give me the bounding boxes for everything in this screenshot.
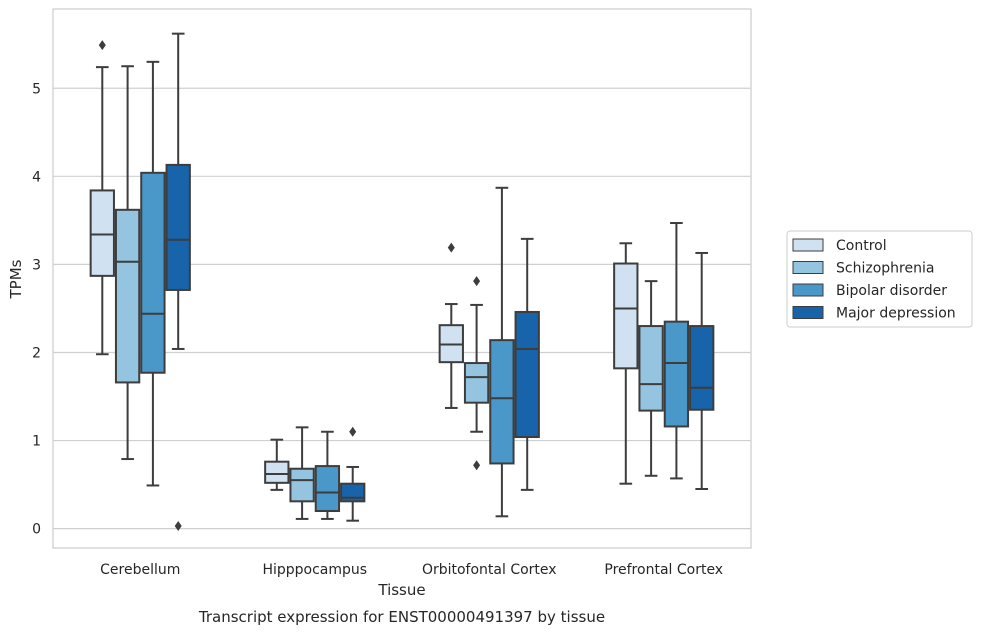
box-body	[89, 189, 115, 277]
y-tick-labels: 0 1 2 3 4 5	[32, 81, 41, 537]
box-bipolar-disorder	[140, 60, 166, 487]
figure-caption: Transcript expression for ENST0000049139…	[198, 608, 605, 626]
box-bipolar-disorder	[663, 222, 690, 480]
box-body	[663, 320, 690, 428]
box-body	[165, 163, 191, 291]
y-tick-label: 0	[32, 522, 41, 538]
y-tick-label: 2	[32, 345, 41, 361]
legend-item: Control	[792, 238, 887, 254]
legend-item: Major depression	[792, 306, 956, 322]
outlier-point	[98, 40, 106, 51]
legend-swatch	[792, 261, 824, 274]
box-body	[289, 467, 315, 503]
y-tick-label: 1	[32, 434, 41, 450]
box-series	[89, 32, 715, 531]
box-body	[463, 362, 490, 404]
x-tick-label: Hipppocampus	[262, 562, 367, 578]
x-tick-label: Prefrontal Cortex	[604, 562, 723, 578]
legend-swatch	[792, 283, 824, 297]
box-control	[438, 242, 464, 409]
y-tick-label: 5	[32, 81, 41, 97]
legend-label: Major depression	[836, 306, 956, 322]
box-control	[613, 242, 639, 485]
outlier-point	[473, 460, 481, 471]
legend-label: Schizophrenia	[836, 261, 934, 277]
box-major-depression	[165, 32, 191, 531]
y-tick-label: 4	[32, 169, 41, 185]
outlier-point	[447, 242, 455, 253]
y-tick-label: 3	[32, 257, 41, 273]
outlier-point	[473, 276, 481, 287]
legend: Control Schizophrenia Bipolar disorder Majo…	[786, 230, 973, 328]
box-body	[264, 460, 290, 484]
box-body	[613, 262, 639, 370]
box-major-depression	[514, 237, 540, 491]
legend-frame	[786, 230, 973, 328]
box-control	[264, 438, 290, 491]
box-bipolar-disorder	[489, 186, 515, 518]
legend-swatch	[792, 306, 824, 319]
legend-label: Bipolar disorder	[836, 283, 947, 299]
box-body	[140, 171, 166, 374]
legend-swatch	[792, 238, 824, 252]
box-major-depression	[340, 426, 366, 522]
plot-frame	[52, 8, 752, 549]
x-tick-label: Cerebellum	[100, 562, 180, 578]
box-body	[489, 339, 515, 465]
y-axis-label: TPMs	[7, 259, 25, 299]
box-control	[89, 40, 115, 356]
box-major-depression	[689, 251, 715, 490]
legend-label: Control	[836, 238, 887, 254]
x-axis-label: Tissue	[377, 581, 425, 599]
x-tick-labels: Cerebellum Hipppocampus Orbitofontal Corte…	[100, 562, 723, 578]
box-body	[114, 208, 141, 384]
box-schizophrenia	[289, 426, 315, 520]
box-schizophrenia	[114, 65, 141, 461]
box-body	[638, 325, 664, 412]
box-body	[314, 465, 341, 513]
box-body	[689, 325, 715, 411]
box-body	[514, 310, 540, 439]
outlier-point	[174, 520, 182, 531]
box-bipolar-disorder	[314, 430, 341, 520]
outlier-point	[349, 426, 357, 437]
box-schizophrenia	[463, 276, 490, 471]
x-tick-label: Orbitofontal Cortex	[422, 562, 557, 578]
box-schizophrenia	[638, 280, 664, 477]
legend-item: Bipolar disorder	[792, 283, 947, 299]
legend-item: Schizophrenia	[792, 261, 934, 277]
